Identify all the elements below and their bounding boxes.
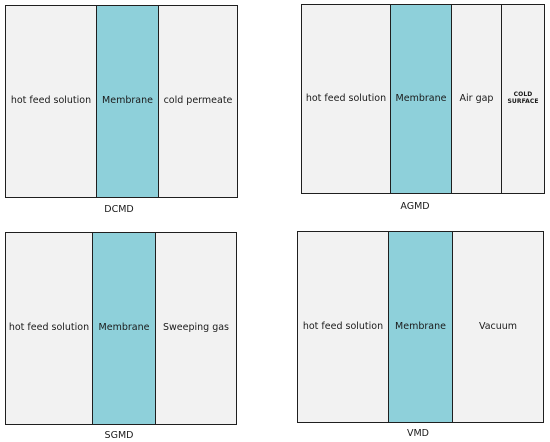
agmd-air-gap: Air gap xyxy=(451,4,502,194)
sgmd-membrane: Membrane xyxy=(92,232,156,425)
sgmd-feed-compartment: hot feed solution xyxy=(5,232,93,425)
sgmd-diagram: hot feed solution Membrane Sweeping gas xyxy=(5,232,237,425)
vmd-caption: VMD xyxy=(406,428,429,439)
dcmd-permeate-compartment: cold permeate xyxy=(158,5,238,198)
dcmd-feed-label: hot feed solution xyxy=(10,95,92,107)
vmd-membrane: Membrane xyxy=(388,231,453,423)
agmd-cold-surface: COLD SURFACE xyxy=(501,4,545,194)
vmd-feed-label: hot feed solution xyxy=(302,320,384,332)
sgmd-caption: SGMD xyxy=(104,430,134,441)
vmd-vacuum-label: Vacuum xyxy=(478,320,518,332)
agmd-membrane-label: Membrane xyxy=(395,92,447,104)
dcmd-permeate-label: cold permeate xyxy=(163,95,233,107)
vmd-feed-compartment: hot feed solution xyxy=(297,231,389,423)
sgmd-sweep-label: Sweeping gas xyxy=(162,322,230,334)
sgmd-membrane-label: Membrane xyxy=(98,322,150,334)
agmd-diagram: hot feed solution Membrane Air gap COLD … xyxy=(301,4,545,194)
agmd-air-gap-label: Air gap xyxy=(459,92,494,104)
sgmd-sweep-compartment: Sweeping gas xyxy=(155,232,237,425)
vmd-diagram: hot feed solution Membrane Vacuum xyxy=(297,231,544,423)
dcmd-membrane: Membrane xyxy=(96,5,159,198)
dcmd-caption: DCMD xyxy=(104,204,134,215)
dcmd-membrane-label: Membrane xyxy=(102,95,153,107)
agmd-caption: AGMD xyxy=(400,201,430,212)
agmd-membrane: Membrane xyxy=(390,4,452,194)
dcmd-feed-compartment: hot feed solution xyxy=(5,5,97,198)
agmd-cold-surface-label: COLD SURFACE xyxy=(507,91,539,105)
vmd-vacuum-compartment: Vacuum xyxy=(452,231,544,423)
agmd-feed-compartment: hot feed solution xyxy=(301,4,391,194)
dcmd-diagram: hot feed solution Membrane cold permeate xyxy=(5,5,238,198)
vmd-membrane-label: Membrane xyxy=(395,320,446,332)
sgmd-feed-label: hot feed solution xyxy=(8,322,90,334)
agmd-feed-label: hot feed solution xyxy=(305,92,387,104)
